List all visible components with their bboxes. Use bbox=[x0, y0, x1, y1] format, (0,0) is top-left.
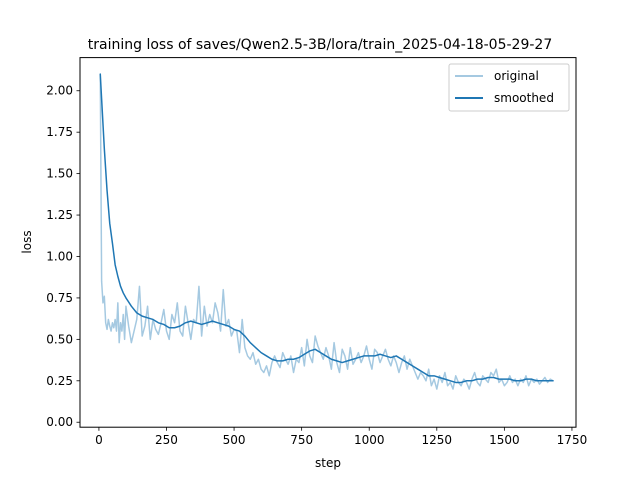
x-tick-label: 1250 bbox=[422, 433, 453, 447]
legend-label-original: original bbox=[494, 69, 539, 83]
y-tick-label: 1.25 bbox=[46, 208, 73, 222]
x-tick-label: 0 bbox=[95, 433, 103, 447]
y-tick-label: 0.50 bbox=[46, 332, 73, 346]
series-line-smoothed bbox=[99, 73, 554, 384]
x-tick-label: 250 bbox=[155, 433, 178, 447]
x-axis: 0 250 500 750 1000 1250 1500 1750 bbox=[95, 427, 587, 447]
y-tick-label: 0.75 bbox=[46, 291, 73, 305]
x-tick-label: 500 bbox=[223, 433, 246, 447]
y-tick-label: 1.00 bbox=[46, 249, 73, 263]
legend-label-smoothed: smoothed bbox=[494, 91, 554, 105]
legend-box bbox=[448, 63, 570, 112]
x-tick-label: 1000 bbox=[354, 433, 385, 447]
series-layer bbox=[99, 73, 554, 390]
y-tick-label: 1.75 bbox=[46, 125, 73, 139]
series-line-original bbox=[99, 73, 554, 390]
chart-title: training loss of saves/Qwen2.5-3B/lora/t… bbox=[88, 37, 552, 53]
plot-frame bbox=[79, 57, 577, 428]
y-axis: 0.00 0.25 0.50 0.75 1.00 1.25 1.50 1.75 2.00 bbox=[46, 84, 80, 429]
x-tick-label: 750 bbox=[290, 433, 313, 447]
y-tick-label: 0.00 bbox=[46, 415, 73, 429]
legend: original smoothed bbox=[448, 63, 570, 112]
y-axis-label: loss bbox=[20, 230, 34, 253]
x-tick-label: 1750 bbox=[557, 433, 588, 447]
x-axis-label: step bbox=[315, 456, 341, 470]
x-tick-label: 1500 bbox=[489, 433, 520, 447]
y-tick-label: 1.50 bbox=[46, 167, 73, 181]
y-tick-label: 0.25 bbox=[46, 374, 73, 388]
y-tick-label: 2.00 bbox=[46, 84, 73, 98]
